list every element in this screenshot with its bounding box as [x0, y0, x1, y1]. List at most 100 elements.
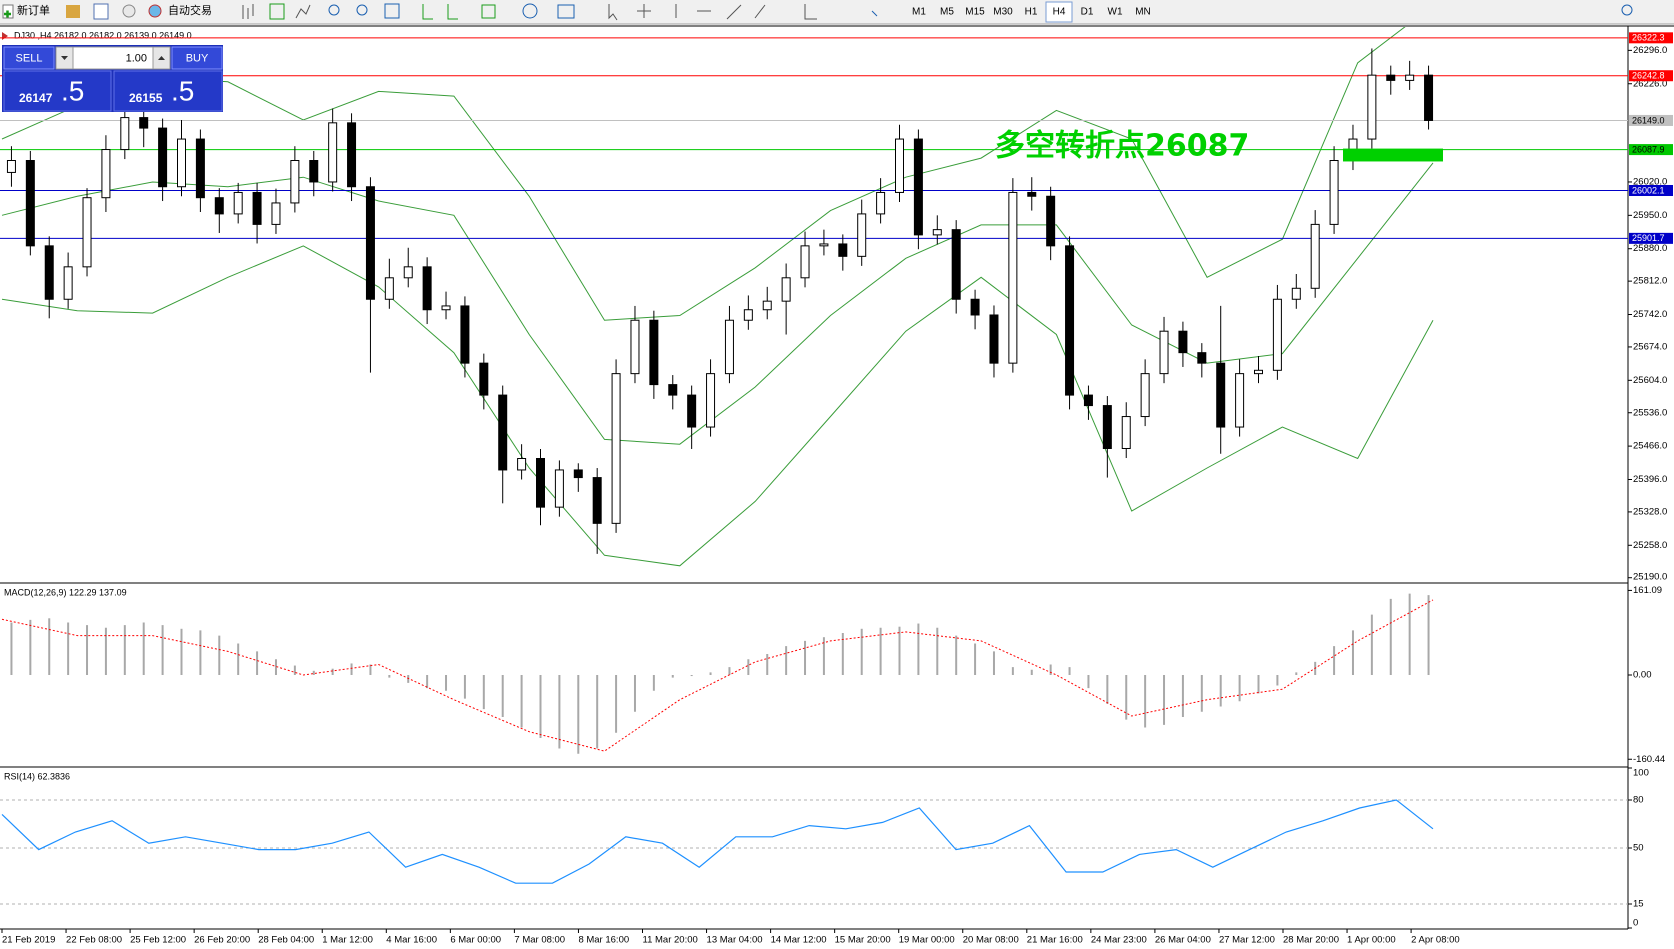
icon[interactable]	[328, 4, 340, 16]
candle-body	[762, 300, 772, 311]
candle-body	[1291, 287, 1301, 300]
candle-body	[403, 266, 413, 279]
candle-body	[479, 362, 489, 396]
button	[171, 46, 223, 70]
candle-body	[1027, 191, 1037, 197]
x-tick-label: 20 Mar 08:00	[963, 935, 1019, 946]
values-line	[1, 799, 1434, 884]
y-tick-label: -160.44	[1633, 754, 1665, 765]
candle-body	[724, 319, 734, 375]
timeframe-button[interactable]: M5	[940, 7, 954, 18]
auto-trading-button[interactable]: 自动交易	[148, 3, 212, 18]
y-tick-label: 25950.0	[1633, 210, 1667, 221]
icon[interactable]	[356, 4, 368, 16]
price-level-label: 26002.1	[1632, 185, 1665, 195]
sell-price[interactable]: 26147 .5	[3, 70, 112, 112]
y-tick-label: 80	[1633, 795, 1644, 806]
indicator-title: RSI(14) 62.3836	[4, 771, 70, 781]
candle-body	[951, 229, 961, 300]
icon[interactable]	[122, 4, 136, 18]
icon[interactable]	[481, 4, 496, 19]
candle-body	[120, 117, 130, 151]
x-tick-label: 1 Mar 12:00	[322, 935, 373, 946]
icon[interactable]	[295, 4, 311, 19]
x-tick-label: 14 Mar 12:00	[771, 935, 827, 946]
candle-body	[913, 138, 923, 236]
candle-body	[1083, 394, 1093, 407]
icon[interactable]	[608, 4, 817, 21]
icon	[148, 4, 162, 18]
y-tick-label: 25604.0	[1633, 375, 1667, 386]
icon[interactable]	[871, 10, 878, 17]
buy-price[interactable]: 26155 .5	[113, 70, 223, 112]
timeframe-button[interactable]: H4	[1053, 7, 1066, 18]
candle-body	[271, 202, 281, 225]
candle-body	[932, 229, 942, 236]
icon[interactable]	[269, 3, 285, 20]
x-tick-label: 28 Feb 04:00	[258, 935, 314, 946]
icon[interactable]	[1621, 4, 1633, 16]
candle-body	[838, 243, 848, 257]
auto-trading-label: 自动交易	[168, 3, 212, 17]
timeframe-button[interactable]: D1	[1081, 7, 1094, 18]
candle-body	[517, 458, 527, 471]
candle-body	[384, 277, 394, 300]
icon[interactable]	[522, 3, 538, 19]
icon[interactable]	[422, 4, 458, 20]
y-tick-label: 25742.0	[1633, 309, 1667, 320]
buy-button[interactable]: BUY	[171, 46, 223, 70]
timeframe-button[interactable]: M30	[993, 7, 1013, 18]
y-tick-label: 25880.0	[1633, 243, 1667, 254]
y-tick-label: 0.00	[1633, 670, 1652, 681]
candle-body	[1367, 74, 1377, 140]
candle-body	[536, 458, 545, 508]
candle-body	[252, 191, 262, 225]
y-tick-label: 26020.0	[1633, 176, 1667, 187]
price-level-label: 25901.7	[1632, 233, 1665, 243]
timeframe-button[interactable]: H1	[1025, 7, 1038, 18]
candle-body	[441, 305, 451, 311]
annotation: 多空转折点26087	[995, 129, 1249, 164]
icon[interactable]	[66, 5, 80, 18]
x-tick-label: 19 Mar 00:00	[899, 935, 955, 946]
chart-header: DJ30 ,H4 26182.0 26182.0 26139.0 26149.0	[14, 30, 192, 40]
y-tick-label: 25328.0	[1633, 506, 1667, 517]
candle-body	[743, 309, 753, 321]
y-tick-label: 25258.0	[1633, 540, 1667, 551]
timeframe-button[interactable]: M15	[965, 7, 985, 18]
candle-body	[970, 298, 980, 316]
candle-body	[365, 186, 375, 300]
icon[interactable]	[557, 4, 575, 19]
x-tick-label: 1 Apr 00:00	[1347, 935, 1396, 946]
icon[interactable]	[93, 3, 109, 20]
x-tick-label: 26 Feb 20:00	[194, 935, 250, 946]
new-order-button[interactable]: 新订单	[2, 3, 50, 19]
x-tick-label: 4 Mar 16:00	[386, 935, 437, 946]
candle-body	[328, 122, 338, 183]
timeframe-button[interactable]: MN	[1135, 7, 1151, 18]
candle-body	[6, 160, 16, 173]
icon[interactable]	[242, 4, 254, 19]
sell-price-small: .5	[61, 75, 84, 106]
candle-body	[1235, 373, 1245, 428]
icon[interactable]	[384, 3, 400, 19]
lot-value: 1.00	[126, 52, 147, 64]
candle-body	[1065, 245, 1075, 396]
candle-body	[1216, 362, 1226, 428]
candle-body	[1159, 330, 1169, 375]
timeframe-button[interactable]: M1	[912, 7, 926, 18]
indicator-title: MACD(12,26,9) 122.29 137.09	[4, 587, 127, 597]
buy-price-small: .5	[171, 75, 194, 106]
y-tick-label: 15	[1633, 899, 1644, 910]
y-tick-label: 25466.0	[1633, 441, 1667, 452]
x-tick-label: 21 Mar 16:00	[1027, 935, 1083, 946]
toolbar-icons	[242, 3, 1633, 21]
timeframe-button[interactable]: W1	[1108, 7, 1123, 18]
price-level-box	[1629, 114, 1673, 126]
candle-body	[1178, 330, 1188, 354]
sell-button[interactable]: SELL	[3, 46, 55, 70]
y-tick-label: 25674.0	[1633, 341, 1667, 352]
candle-body	[687, 394, 697, 428]
button	[3, 46, 55, 70]
